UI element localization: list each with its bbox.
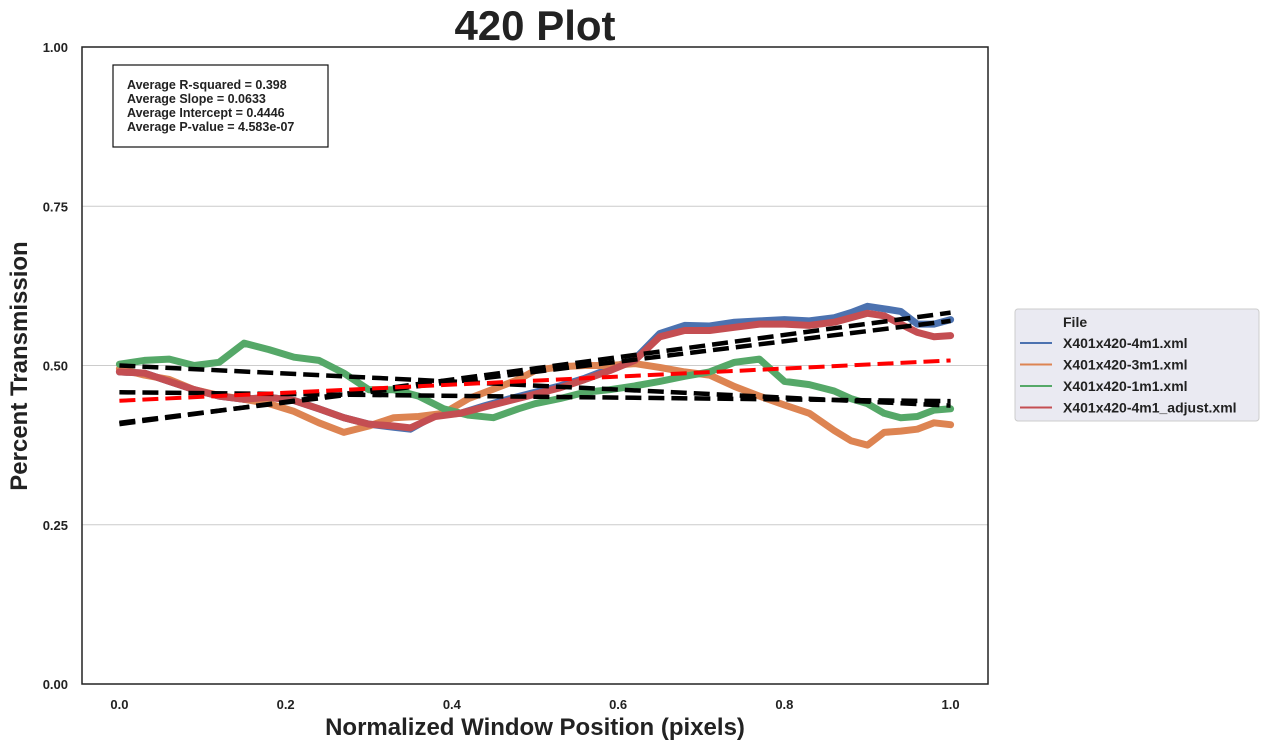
x-tick-label: 0.2 [277, 697, 295, 712]
fit-lines-layer [119, 310, 951, 427]
chart-title: 420 Plot [454, 2, 615, 49]
legend: File X401x420-4m1.xml X401x420-3m1.xml X40… [1014, 308, 1260, 422]
legend-label: X401x420-4m1.xml [1063, 335, 1188, 351]
x-tick-label: 0.8 [775, 697, 793, 712]
y-tick-label: 0.75 [43, 199, 68, 214]
stats-box-frame [112, 64, 329, 148]
y-axis-label: Percent Transmission [6, 241, 33, 490]
legend-label: X401x420-1m1.xml [1063, 378, 1188, 394]
y-tick-label: 1.00 [43, 40, 68, 55]
x-tick-label: 0.6 [609, 697, 627, 712]
legend-title: File [1063, 314, 1087, 330]
stats-intercept: Average Intercept = 0.4446 [127, 106, 285, 120]
legend-label: X401x420-4m1_adjust.xml [1063, 400, 1237, 416]
stats-box: Average R-squared = 0.398 Average Slope … [112, 64, 329, 148]
stats-r-squared: Average R-squared = 0.398 [127, 78, 287, 92]
fit-line [119, 358, 951, 403]
x-axis-label: Normalized Window Position (pixels) [325, 714, 745, 741]
stats-slope: Average Slope = 0.0633 [127, 92, 266, 106]
legend-label: X401x420-3m1.xml [1063, 357, 1188, 373]
y-tick-label: 0.50 [43, 359, 68, 374]
y-tick-label: 0.00 [43, 677, 68, 692]
x-tick-label: 1.0 [942, 697, 960, 712]
y-tick-label: 0.25 [43, 518, 68, 533]
x-tick-label: 0.4 [443, 697, 462, 712]
fit-line [119, 318, 951, 426]
stats-p-value: Average P-value = 4.583e-07 [127, 120, 294, 134]
ticks: 0.00 0.25 0.50 0.75 1.00 0.0 0.2 0.4 0.6 0.8 1.0 [43, 40, 960, 712]
x-tick-label: 0.0 [110, 697, 128, 712]
legend-frame [1014, 308, 1260, 422]
plot-frame [81, 46, 989, 685]
